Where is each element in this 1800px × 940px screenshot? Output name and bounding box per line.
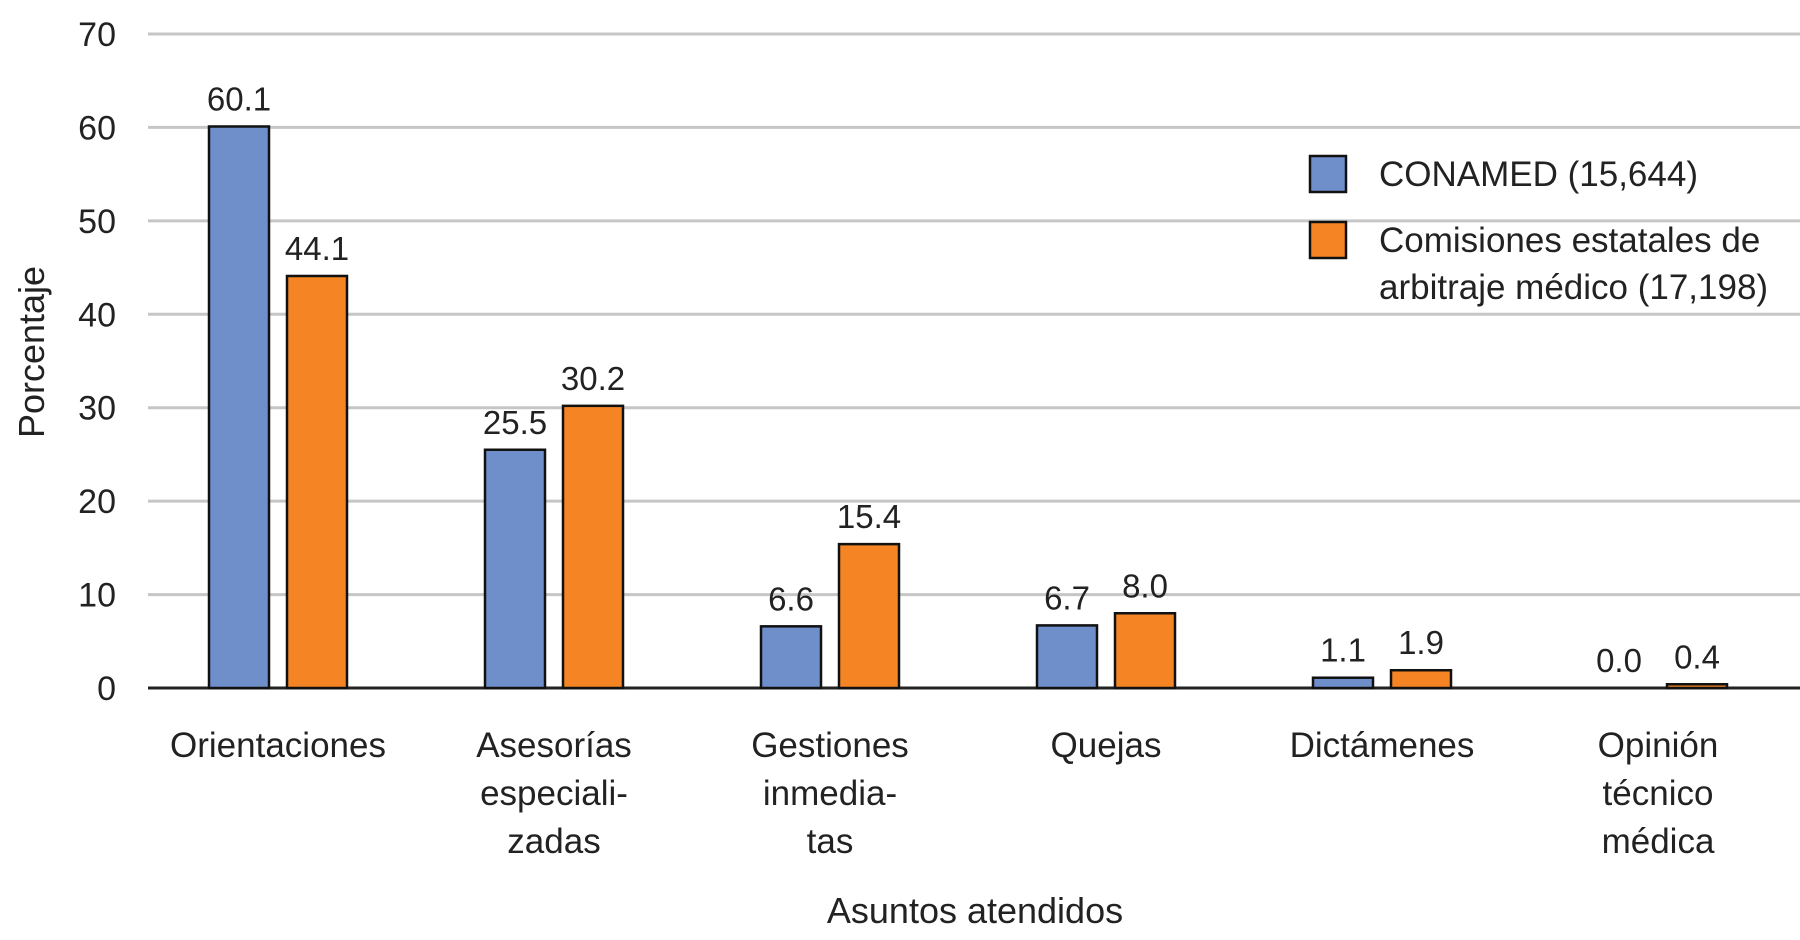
y-axis-title: Porcentaje xyxy=(11,266,52,438)
x-axis-categories: Orientaciones Asesorías especiali-zadas Ges… xyxy=(170,726,1718,861)
y-tick-label: 30 xyxy=(78,390,116,428)
bar-value-label: 8.0 xyxy=(1122,567,1168,604)
bar-value-label: 1.9 xyxy=(1398,624,1444,661)
gridlines xyxy=(148,32,1800,690)
y-tick-label: 40 xyxy=(78,296,116,334)
y-axis-ticks: 0 10 20 30 40 50 60 70 xyxy=(78,16,116,708)
bar-conamed-1 xyxy=(483,448,547,690)
bar-conamed-3 xyxy=(1035,624,1099,690)
x-category-label: Quejas xyxy=(1051,726,1162,765)
x-category-label: Opinión técnico médica xyxy=(1598,726,1719,861)
bar-value-label: 0.4 xyxy=(1674,638,1720,675)
bar-conamed-2 xyxy=(759,625,823,690)
x-category-label: Asesorías especiali-zadas xyxy=(476,726,632,861)
y-tick-label: 20 xyxy=(78,483,116,521)
bar-value-label: 25.5 xyxy=(483,404,547,441)
bar-comisiones-4 xyxy=(1389,668,1453,690)
legend: CONAMED (15,644) Comisiones estatales de a… xyxy=(1308,154,1768,307)
bar-value-label: 1.1 xyxy=(1320,632,1366,669)
y-tick-label: 0 xyxy=(97,670,116,708)
legend-label: CONAMED (15,644) xyxy=(1379,155,1698,194)
x-category-label: Dictámenes xyxy=(1290,726,1475,765)
bar-comisiones-5 xyxy=(1665,683,1729,690)
x-category-label: Orientaciones xyxy=(170,726,386,765)
bar-comisiones-0 xyxy=(285,274,349,690)
y-tick-label: 50 xyxy=(78,203,116,241)
x-category-label: Gestiones inmedia-tas xyxy=(751,726,909,861)
bar-comisiones-1 xyxy=(561,404,625,690)
bar-value-label: 15.4 xyxy=(837,498,901,535)
bar-value-label: 6.7 xyxy=(1044,579,1090,616)
legend-label: Comisiones estatales de arbitraje médico … xyxy=(1379,221,1768,307)
y-tick-label: 60 xyxy=(78,109,116,147)
bar-conamed-4 xyxy=(1311,676,1375,690)
bar-conamed-0 xyxy=(207,125,271,690)
bar-comisiones-3 xyxy=(1113,612,1177,690)
bar-value-label: 60.1 xyxy=(207,80,271,117)
bar-value-labels: 60.1 44.1 25.5 30.2 6.6 15.4 6.7 8.0 1.1 1.9 0.0 0.… xyxy=(207,80,1720,679)
bar-comisiones-2 xyxy=(837,542,901,690)
bar-value-label: 30.2 xyxy=(561,360,625,397)
bar-value-label: 6.6 xyxy=(768,580,814,617)
y-tick-label: 10 xyxy=(78,577,116,615)
bar-value-label: 44.1 xyxy=(285,230,349,267)
bars xyxy=(207,125,1729,690)
x-axis-title: Asuntos atendidos xyxy=(827,890,1123,931)
bar-value-label: 0.0 xyxy=(1596,642,1642,679)
y-tick-label: 70 xyxy=(78,16,116,54)
legend-swatch xyxy=(1308,154,1348,194)
legend-swatch xyxy=(1308,220,1348,260)
